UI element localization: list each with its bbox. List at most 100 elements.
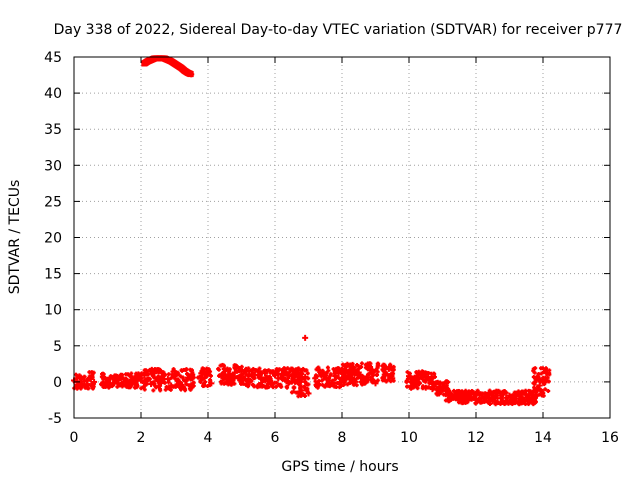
data-point	[192, 372, 195, 377]
data-point	[534, 380, 537, 385]
data-point	[411, 376, 414, 383]
data-point	[134, 374, 137, 379]
data-point	[491, 398, 494, 405]
data-point	[284, 376, 287, 383]
data-point	[252, 366, 255, 371]
y-tick-label: 20	[44, 231, 62, 247]
data-point	[287, 376, 290, 381]
data-point	[221, 378, 224, 383]
data-point	[290, 380, 293, 385]
data-point	[421, 369, 424, 374]
data-point	[534, 377, 537, 382]
data-point	[146, 376, 149, 383]
data-point	[173, 373, 176, 380]
data-point	[201, 366, 204, 371]
data-point	[280, 370, 283, 377]
data-point	[186, 374, 189, 381]
data-point	[227, 379, 230, 384]
data-point	[152, 388, 155, 393]
data-point	[93, 378, 96, 385]
data-point	[317, 381, 320, 388]
data-point	[109, 375, 112, 380]
data-point	[307, 376, 310, 381]
data-point	[173, 369, 176, 374]
data-point	[135, 371, 138, 376]
data-point	[302, 366, 305, 371]
data-point	[235, 368, 238, 373]
x-tick-label: 12	[467, 430, 485, 446]
x-tick-label: 6	[271, 430, 280, 446]
data-point	[301, 371, 304, 376]
data-point	[276, 371, 279, 376]
data-point	[299, 386, 302, 391]
data-point	[472, 392, 475, 397]
data-point	[475, 396, 477, 403]
data-point	[297, 376, 300, 381]
data-point	[344, 376, 347, 381]
data-point	[511, 393, 514, 398]
data-point	[339, 383, 342, 388]
data-point	[322, 370, 325, 375]
data-point	[381, 363, 384, 368]
data-point	[217, 367, 220, 372]
data-point	[228, 367, 231, 372]
data-point	[548, 368, 551, 373]
data-point	[533, 385, 536, 390]
data-point	[113, 380, 116, 387]
data-point	[538, 376, 541, 381]
data-point	[405, 384, 408, 389]
data-point	[76, 381, 79, 388]
data-point	[479, 400, 482, 405]
data-point	[281, 367, 284, 372]
data-point	[118, 383, 121, 388]
data-point	[155, 378, 158, 383]
data-point	[368, 361, 371, 366]
data-point	[445, 388, 448, 393]
data-point	[140, 371, 143, 376]
y-tick-label: 40	[44, 86, 62, 102]
data-point	[260, 374, 263, 381]
data-point	[258, 384, 261, 389]
data-point	[170, 375, 173, 380]
data-point	[302, 392, 305, 397]
data-point	[283, 366, 286, 371]
data-point	[176, 383, 179, 388]
data-point	[304, 380, 307, 385]
data-point	[505, 390, 508, 395]
data-point	[275, 380, 278, 385]
data-point	[507, 401, 510, 406]
data-point	[525, 397, 528, 402]
data-point	[253, 376, 256, 381]
data-point	[344, 363, 347, 370]
data-point	[358, 365, 361, 370]
data-point	[539, 379, 542, 384]
data-point	[209, 377, 212, 382]
data-point	[205, 373, 208, 378]
data-point	[233, 366, 236, 371]
data-point	[339, 378, 342, 383]
data-point	[257, 373, 260, 378]
data-point	[269, 377, 272, 382]
data-point	[467, 397, 470, 402]
data-point	[108, 384, 111, 389]
data-point	[125, 376, 128, 381]
data-point	[518, 392, 521, 399]
data-point	[135, 379, 138, 384]
data-point	[190, 382, 193, 389]
data-point	[414, 381, 417, 386]
data-point	[392, 378, 395, 383]
data-point	[477, 399, 480, 404]
data-point	[153, 375, 156, 380]
data-point	[375, 367, 378, 372]
data-point	[363, 379, 366, 384]
data-point	[329, 372, 332, 377]
y-tick-label: 45	[44, 50, 62, 66]
data-point	[431, 386, 434, 393]
data-point	[129, 373, 132, 378]
data-point	[356, 375, 359, 380]
data-point	[356, 362, 359, 367]
data-point	[259, 372, 262, 377]
data-point	[494, 402, 497, 407]
data-point	[349, 367, 352, 372]
data-point	[422, 372, 425, 377]
